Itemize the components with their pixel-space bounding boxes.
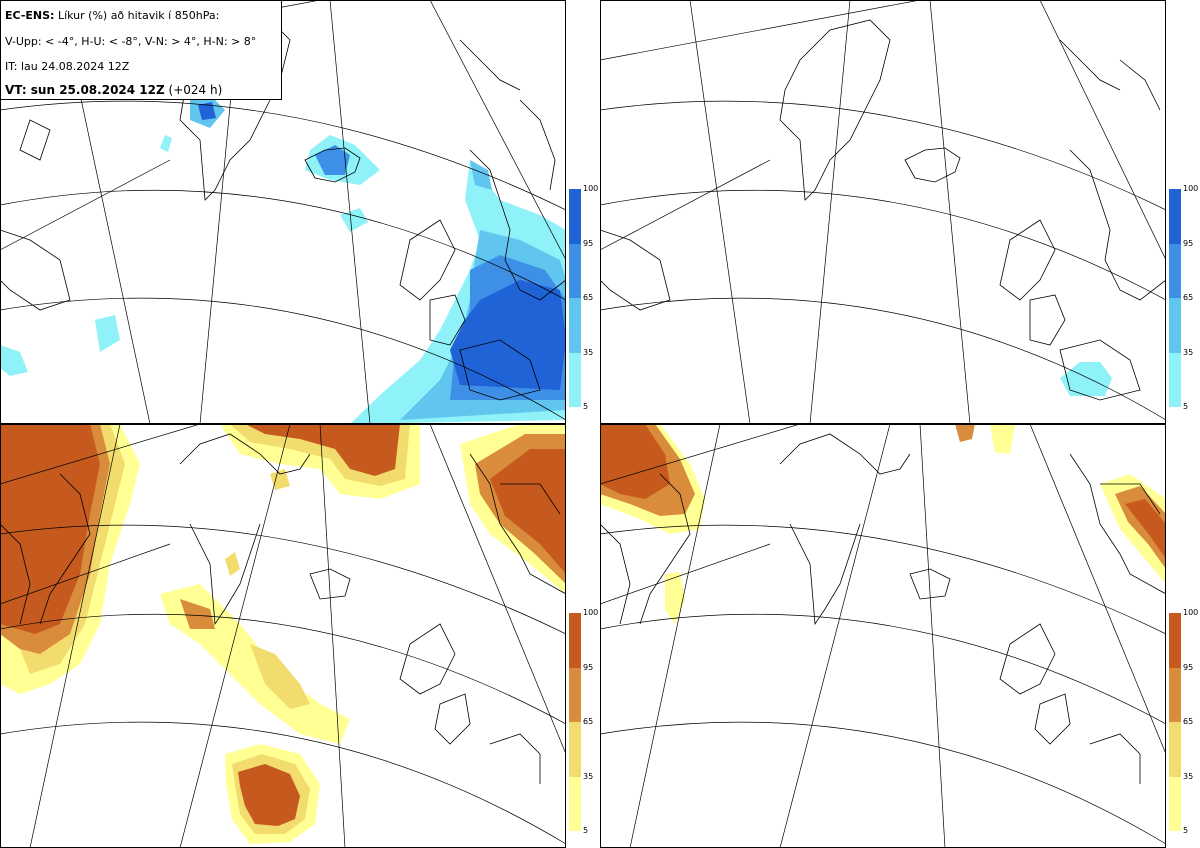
- colorbar-tick-label: 95: [1183, 238, 1194, 248]
- graticule: [600, 424, 1166, 848]
- probability-shading-cold: [1060, 362, 1112, 396]
- colorbar-segment: [569, 352, 581, 407]
- colorbar-tick-label: 5: [583, 402, 589, 411]
- colorbar-tick-label: 100: [1183, 184, 1199, 193]
- coastlines: [600, 19, 1166, 401]
- colorbar-warm: 100 95 65 35 5: [569, 609, 598, 835]
- colorbar-segment: [569, 613, 581, 668]
- init-time: IT: lau 24.08.2024 12Z: [5, 60, 130, 73]
- colorbar-tick-label: 95: [583, 662, 594, 672]
- colorbar-tick-label: 65: [583, 717, 594, 726]
- colorbar-tick-label: 100: [583, 184, 599, 193]
- colorbar-tick-label: 35: [1183, 771, 1194, 781]
- header-legend: EC-ENS: Líkur (%) að hitavik í 850hPa: V…: [0, 0, 282, 100]
- map-panel-vupp: [0, 0, 566, 424]
- colorbar-tick-label: 5: [1183, 826, 1189, 835]
- colorbar-tick-label: 35: [583, 771, 594, 781]
- map-panel-vn: [0, 424, 566, 848]
- probability-shading-cold: [0, 95, 566, 424]
- header-line-1: EC-ENS: Líkur (%) að hitavik í 850hPa:: [5, 9, 219, 22]
- graticule: [0, 424, 566, 848]
- colorbar-segment: [569, 189, 581, 244]
- colorbar-tick-label: 35: [1183, 347, 1194, 357]
- colorbar-segment: [569, 776, 581, 831]
- colorbar-tick-label: 100: [583, 608, 599, 617]
- graticule: [600, 0, 1166, 424]
- probability-shading-warm: [600, 424, 1166, 624]
- colorbar-tick-label: 95: [1183, 662, 1194, 672]
- map-panel-hu: [600, 0, 1166, 424]
- colorbar-segment: [1169, 243, 1181, 298]
- colorbar-segment: [569, 722, 581, 777]
- colorbar-tick-label: 35: [583, 347, 594, 357]
- colorbar-tick-label: 100: [1183, 608, 1199, 617]
- map-canvas: [0, 0, 566, 424]
- lead-time: (+024 h): [168, 83, 223, 97]
- colorbar-segment: [1169, 189, 1181, 244]
- map-panel-hn: [600, 424, 1166, 848]
- header-line-4: VT: sun 25.08.2024 12Z (+024 h): [5, 83, 222, 97]
- colorbar-tick-label: 5: [583, 826, 589, 835]
- colorbar-segment: [1169, 667, 1181, 722]
- colorbar-cold: 100 95 65 35 5: [569, 185, 598, 411]
- coastlines: [600, 433, 1166, 784]
- colorbar-segment: [1169, 722, 1181, 777]
- probability-shading-warm: [0, 424, 566, 844]
- colorbar-segment: [1169, 613, 1181, 668]
- colorbar-tick-label: 5: [1183, 402, 1189, 411]
- colorbar-tick-label: 65: [1183, 293, 1194, 302]
- map-canvas: [600, 0, 1166, 424]
- valid-time: VT: sun 25.08.2024 12Z: [5, 83, 165, 97]
- colorbar-segment: [1169, 352, 1181, 407]
- colorbar-segment: [569, 667, 581, 722]
- colorbar-segment: [569, 298, 581, 353]
- colorbar-warm: 100 95 65 35 5: [1169, 609, 1198, 835]
- colorbar-tick-label: 65: [583, 293, 594, 302]
- colorbar-segment: [569, 243, 581, 298]
- coastlines: [0, 433, 566, 784]
- colorbar-tick-label: 95: [583, 238, 594, 248]
- model-name: EC-ENS:: [5, 9, 55, 22]
- product-description: Líkur (%) að hitavik í 850hPa:: [57, 9, 220, 22]
- map-canvas: [0, 424, 566, 848]
- colorbar-segment: [1169, 776, 1181, 831]
- colorbar-tick-label: 65: [1183, 717, 1194, 726]
- thresholds-text: V-Upp: < -4°, H-U: < -8°, V-N: > 4°, H-N…: [5, 35, 257, 48]
- colorbar-cold: 100 95 65 35 5: [1169, 185, 1198, 411]
- colorbar-segment: [1169, 298, 1181, 353]
- map-canvas: [600, 424, 1166, 848]
